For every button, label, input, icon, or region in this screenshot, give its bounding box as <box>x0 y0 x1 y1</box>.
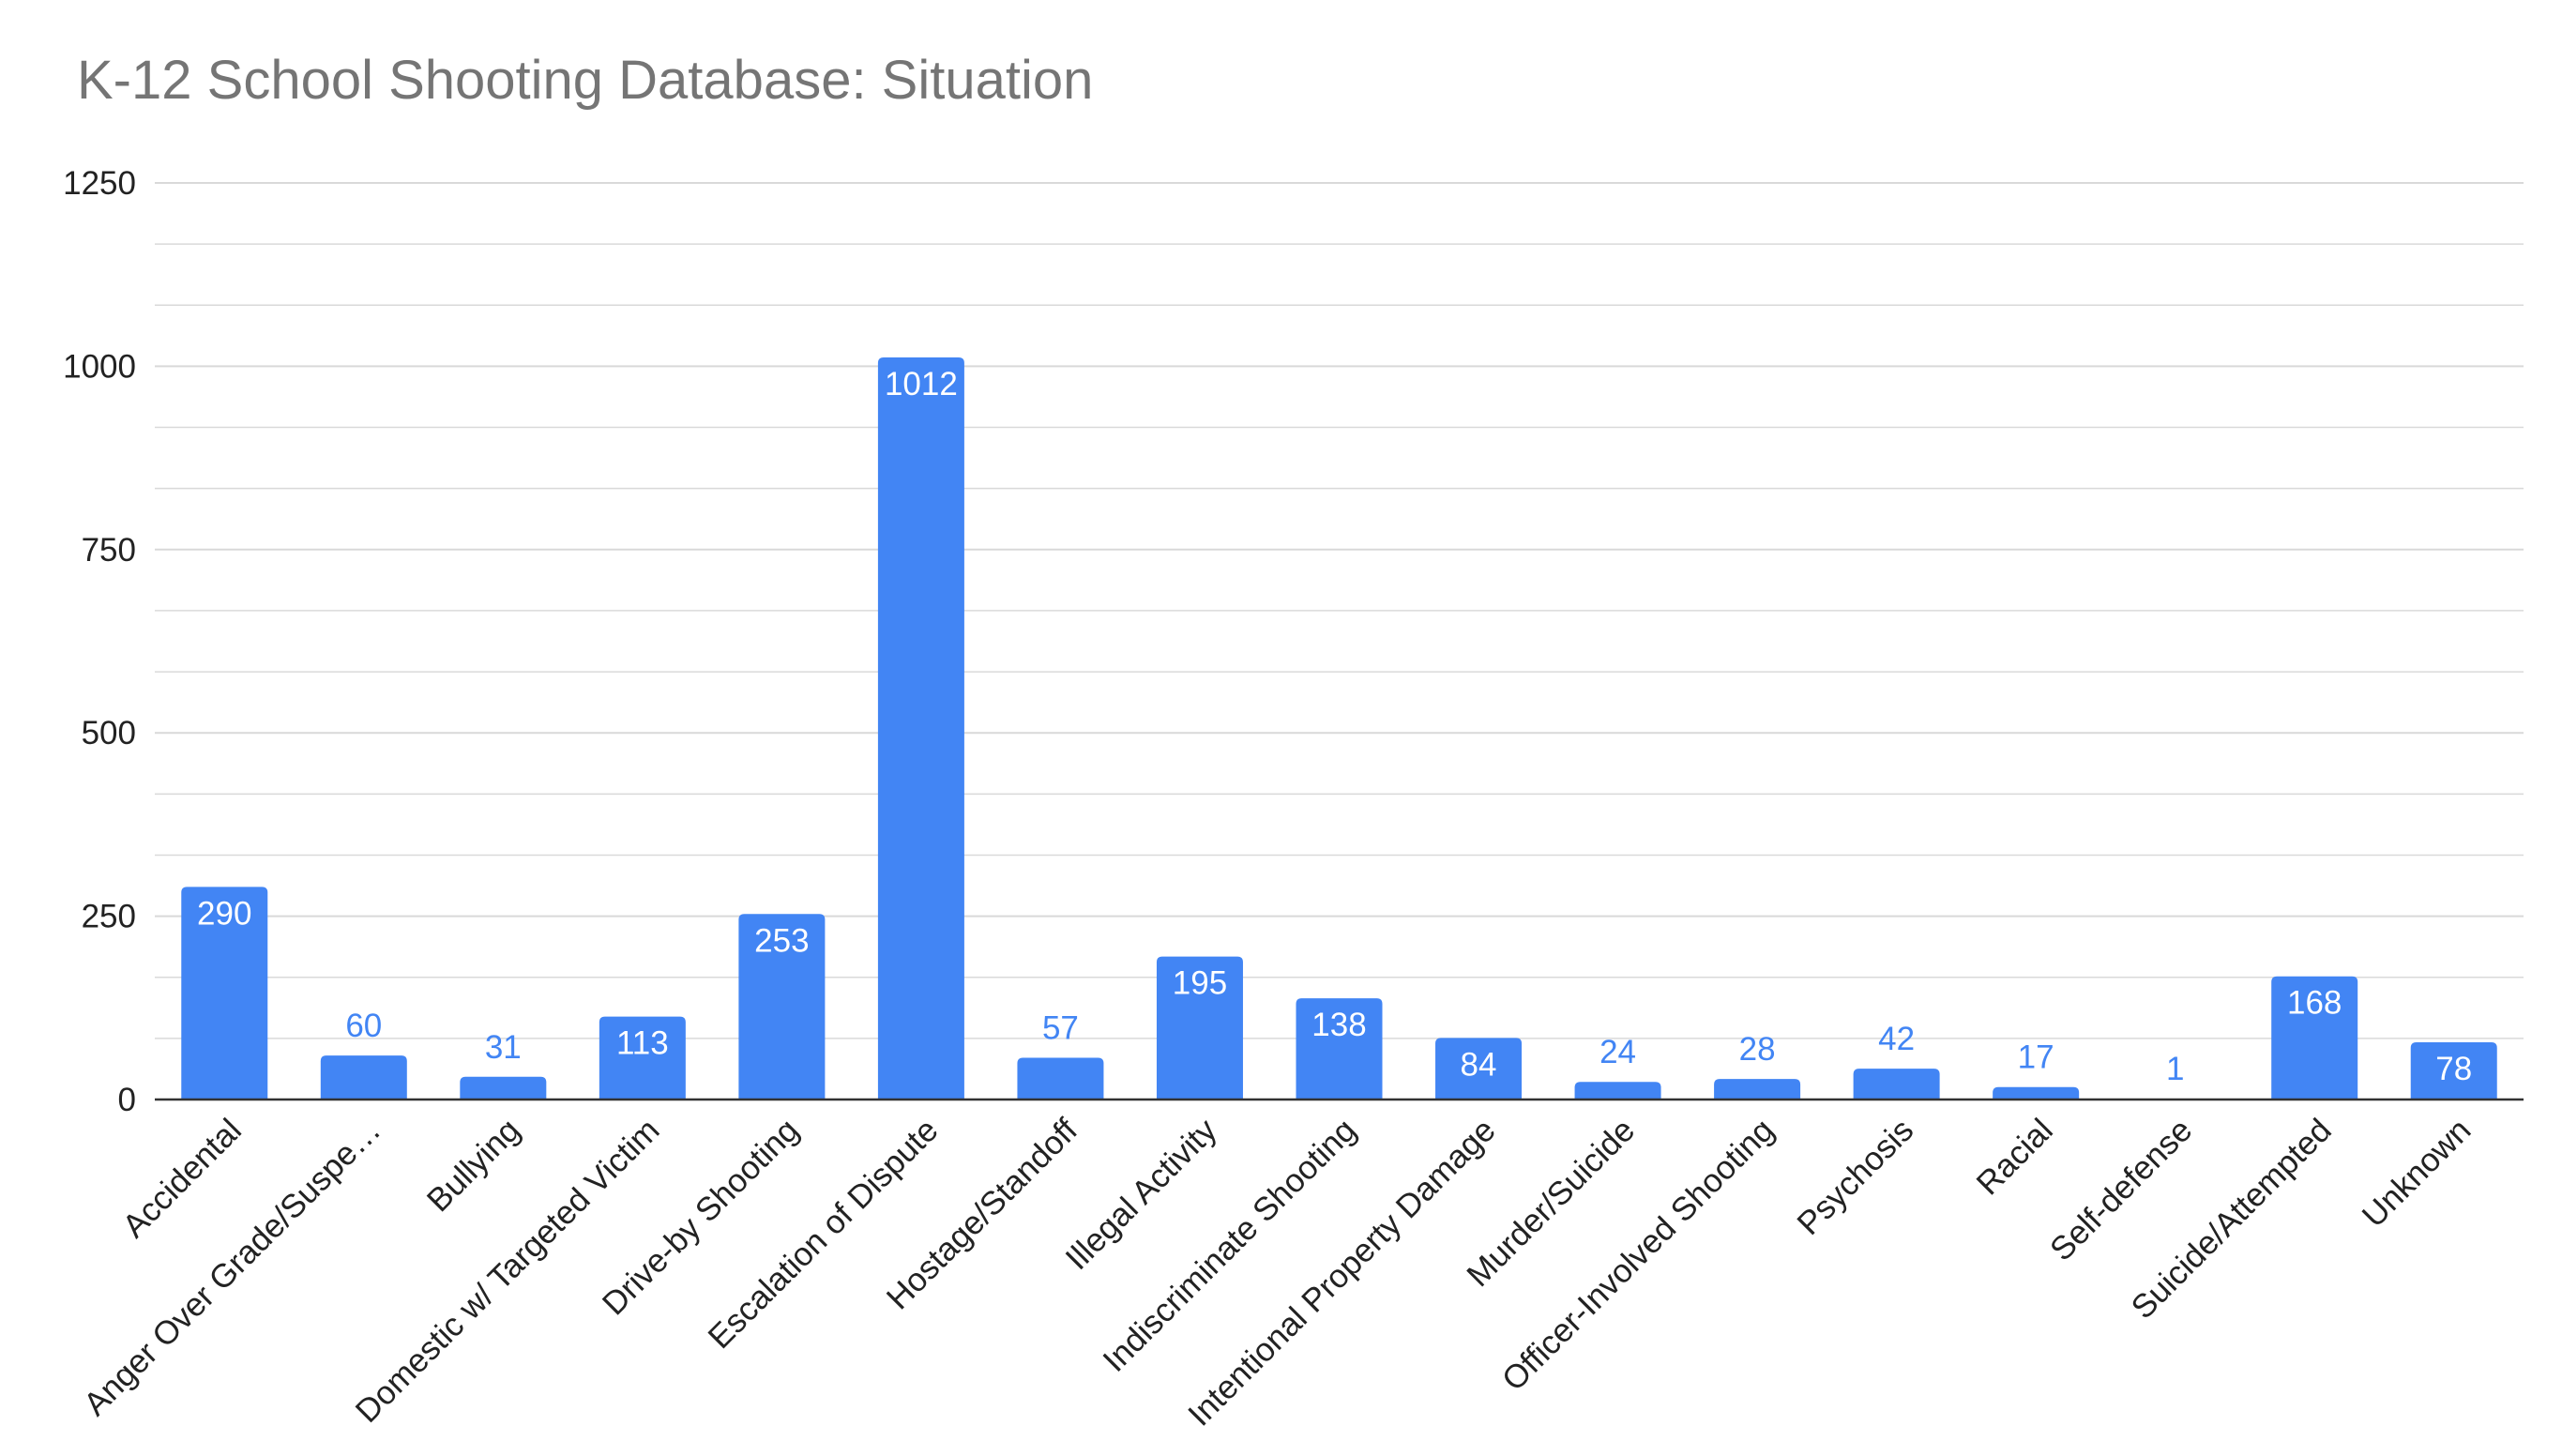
data-label: 31 <box>485 1029 522 1066</box>
data-label: 195 <box>1173 965 1227 1002</box>
gridlines <box>155 182 2524 1039</box>
x-tick-label: Officer-Involved Shooting <box>1495 1112 1781 1398</box>
bar <box>460 1076 547 1100</box>
y-tick-label: 1000 <box>63 348 136 385</box>
data-label: 57 <box>1042 1009 1079 1046</box>
x-tick-label: Anger Over Grade/Suspe… <box>77 1112 388 1423</box>
data-label: 1012 <box>885 366 958 402</box>
bar <box>1993 1086 2080 1100</box>
data-label: 138 <box>1311 1007 1366 1043</box>
data-label: 28 <box>1739 1031 1776 1068</box>
y-tick-label: 1250 <box>63 165 136 202</box>
bar <box>877 357 964 1100</box>
bar <box>1017 1057 1104 1100</box>
x-tick-label: Indiscriminate Shooting <box>1096 1112 1363 1379</box>
bar <box>320 1055 407 1100</box>
data-label: 24 <box>1599 1034 1636 1070</box>
chart-title: K-12 School Shooting Database: Situation <box>77 50 1094 111</box>
data-label: 42 <box>1878 1021 1915 1057</box>
y-tick-label: 500 <box>82 715 136 751</box>
data-label: 168 <box>2287 985 2342 1022</box>
data-label: 78 <box>2435 1051 2472 1087</box>
data-label: 60 <box>345 1008 382 1044</box>
bar <box>1574 1082 1661 1100</box>
data-label: 17 <box>2018 1039 2054 1076</box>
bar <box>181 887 268 1100</box>
bar <box>738 914 826 1100</box>
y-tick-label: 0 <box>118 1082 136 1118</box>
x-tick-label: Self-defense <box>2043 1112 2200 1268</box>
x-tick-label: Psychosis <box>1790 1112 1920 1242</box>
bar <box>1714 1079 1801 1100</box>
data-labels: 290 60 31 113 253 1012 57 195 138 84 24 28 42 17 1 168 7… <box>197 366 2472 1087</box>
bars <box>181 357 2497 1100</box>
x-tick-label: Domestic w/ Targeted Victim <box>349 1112 667 1430</box>
x-tick-label: Racial <box>1969 1112 2059 1202</box>
bar <box>1435 1038 1523 1100</box>
bar <box>599 1016 686 1100</box>
data-label: 290 <box>197 895 251 932</box>
x-tick-label: Unknown <box>2356 1112 2479 1235</box>
x-tick-label: Intentional Property Damage <box>1181 1112 1503 1433</box>
bar <box>2271 976 2358 1100</box>
bar <box>2410 1042 2497 1100</box>
x-tick-label: Bullying <box>420 1112 527 1219</box>
bar <box>1853 1069 1940 1100</box>
x-tick-label: Escalation of Dispute <box>701 1112 945 1356</box>
y-axis-tick-labels: 0 250 500 750 1000 1250 <box>63 165 136 1118</box>
data-label: 113 <box>616 1025 669 1062</box>
data-label: 253 <box>754 922 809 959</box>
y-tick-label: 750 <box>82 532 136 569</box>
y-tick-label: 250 <box>82 899 136 935</box>
data-label: 84 <box>1461 1046 1497 1083</box>
bar <box>1296 998 1383 1100</box>
x-tick-label: Accidental <box>115 1112 249 1245</box>
bar <box>1156 956 1243 1100</box>
data-label: 1 <box>2166 1051 2184 1087</box>
